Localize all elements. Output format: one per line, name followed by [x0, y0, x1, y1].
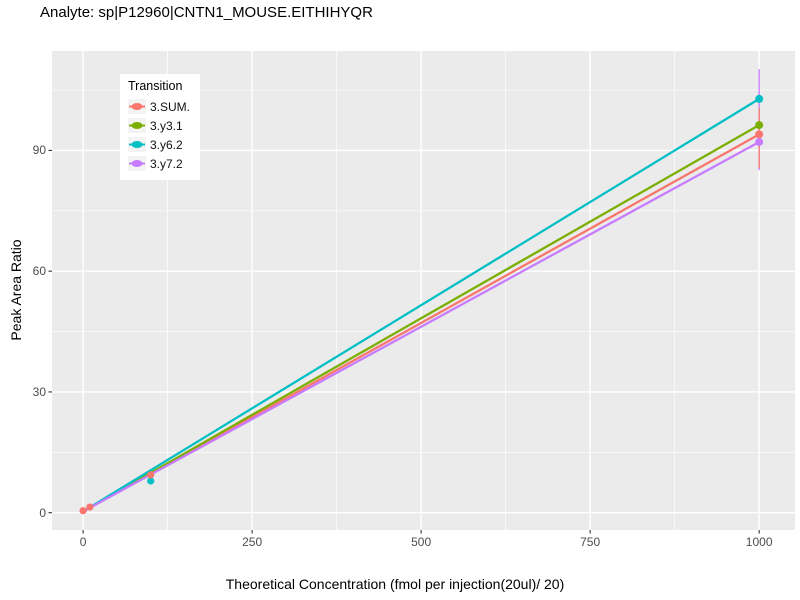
- data-point: [755, 137, 764, 146]
- legend-item: 3.y3.1: [128, 116, 190, 135]
- legend-title: Transition: [128, 79, 183, 93]
- y-axis-title: Peak Area Ratio: [8, 239, 24, 341]
- x-tick-label: 0: [79, 535, 87, 549]
- legend-item-label: 3.y6.2: [150, 137, 183, 152]
- legend: Transition 3.SUM. 3.y3.1 3.y6.2 3.y7.2: [120, 74, 201, 180]
- data-point: [147, 471, 155, 479]
- x-tick-label: 250: [242, 535, 263, 549]
- series-line-3: [82, 140, 760, 513]
- y-tick-label: 90: [32, 143, 46, 158]
- y-tick-label: 30: [32, 384, 46, 399]
- x-tick-label: 500: [411, 535, 432, 549]
- legend-item: 3.y7.2: [128, 154, 190, 173]
- x-axis-title: Theoretical Concentration (fmol per inje…: [225, 576, 565, 592]
- x-tick-label: 750: [580, 535, 601, 549]
- data-point: [755, 94, 764, 103]
- legend-item-label: 3.y3.1: [150, 118, 183, 133]
- chart-title: Analyte: sp|P12960|CNTN1_MOUSE.EITHIHYQR: [40, 4, 373, 21]
- legend-key-icon: [128, 156, 146, 171]
- data-point: [79, 507, 87, 515]
- y-tick-label: 0: [39, 505, 46, 520]
- legend-items: 3.SUM. 3.y3.1 3.y6.2 3.y7.2: [128, 97, 190, 173]
- legend-key-icon: [128, 118, 146, 133]
- legend-key-icon: [128, 99, 146, 114]
- legend-key-icon: [128, 137, 146, 152]
- y-tick-label: 60: [32, 264, 46, 279]
- data-point: [86, 503, 94, 511]
- data-point: [755, 121, 764, 130]
- series-line-2: [82, 97, 760, 513]
- legend-item-label: 3.y7.2: [150, 156, 183, 171]
- legend-item: 3.y6.2: [128, 135, 190, 154]
- data-point: [755, 130, 764, 139]
- legend-item: 3.SUM.: [128, 97, 190, 116]
- series-line-1: [82, 124, 760, 513]
- legend-item-label: 3.SUM.: [150, 99, 191, 114]
- x-tick-label: 1000: [745, 535, 773, 549]
- data-point: [147, 477, 155, 485]
